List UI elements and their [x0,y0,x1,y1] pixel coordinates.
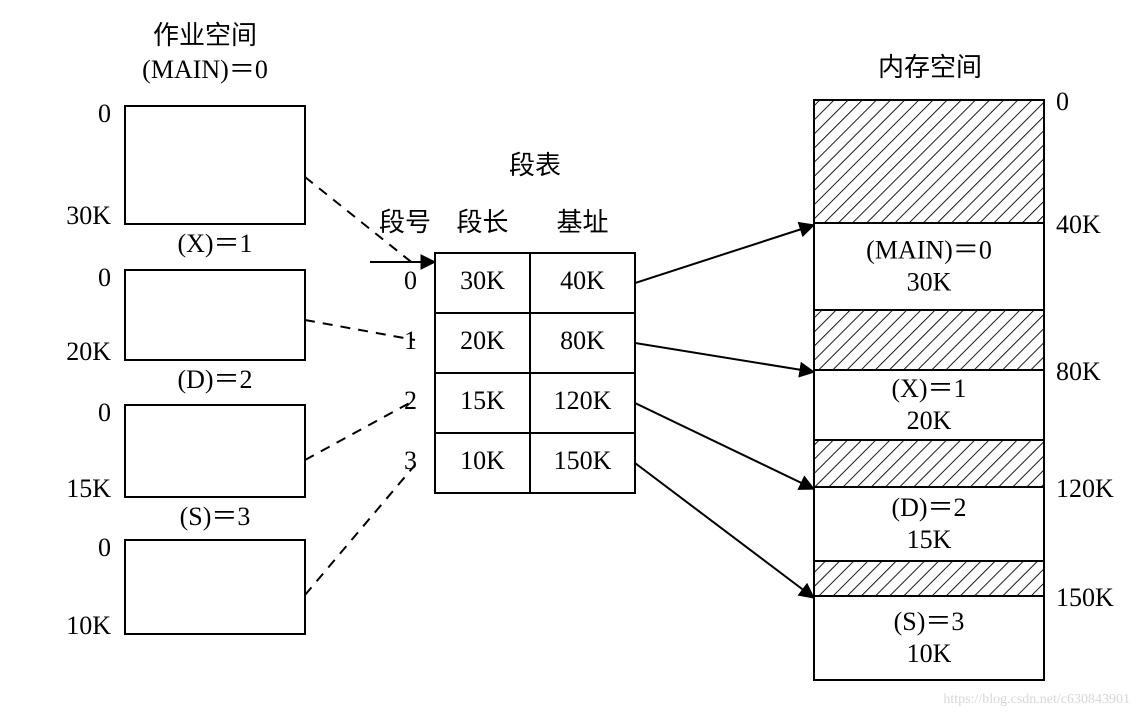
seg-col-num: 段号 [379,208,431,237]
mem-mark-2: 80K [1056,357,1101,386]
seg-len-2: 15K [460,386,505,415]
mem-region-5-l1: (D)＝2 [891,493,966,522]
job-box-0-top: 0 [98,99,111,128]
mem-region-3-l1: (X)＝1 [891,374,966,403]
seg-base-2: 120K [554,386,612,415]
seg-num-1: 1 [404,326,417,355]
mem-region-6 [814,561,1044,596]
job-box-3-bottom: 10K [66,611,111,640]
mem-region-3-l2: 20K [907,406,952,435]
title-mem-space: 内存空间 [878,53,982,82]
seg-num-0: 0 [404,266,417,295]
mem-region-0 [814,100,1044,223]
mem-region-4 [814,440,1044,487]
job-box-1-label: (D)＝2 [177,365,252,394]
job-box-1-bottom: 20K [66,337,111,366]
seg-base-0: 40K [560,266,605,295]
seg-len-0: 30K [460,266,505,295]
mem-region-2 [814,310,1044,370]
seg-num-2: 2 [404,386,417,415]
seg-col-len: 段长 [456,208,508,237]
seg-base-1: 80K [560,326,605,355]
job-box-3-top: 0 [98,533,111,562]
mem-region-7-l2: 10K [907,639,952,668]
seg-base-3: 150K [554,446,612,475]
job-box-0-label: (X)＝1 [177,229,252,258]
job-box-1-top: 0 [98,263,111,292]
job-box-2-top: 0 [98,398,111,427]
mem-region-5-l2: 15K [907,525,952,554]
title-main-zero: (MAIN)＝0 [142,55,268,84]
mem-mark-4: 150K [1056,583,1114,612]
mem-region-7-l1: (S)＝3 [894,607,965,636]
seg-len-3: 10K [460,446,505,475]
mem-mark-0: 0 [1056,87,1069,116]
watermark: https://blog.csdn.net/c630843901 [943,692,1130,707]
mem-region-1-l1: (MAIN)＝0 [866,235,992,264]
job-box-0-bottom: 30K [66,201,111,230]
seg-col-base: 基址 [556,208,608,237]
job-box-2-label: (S)＝3 [180,502,251,531]
title-seg-table: 段表 [509,151,561,180]
mem-mark-1: 40K [1056,210,1101,239]
title-job-space: 作业空间 [153,21,257,50]
seg-len-1: 20K [460,326,505,355]
job-box-2-bottom: 15K [66,474,111,503]
mem-mark-3: 120K [1056,474,1114,503]
mem-region-1-l2: 30K [907,267,952,296]
